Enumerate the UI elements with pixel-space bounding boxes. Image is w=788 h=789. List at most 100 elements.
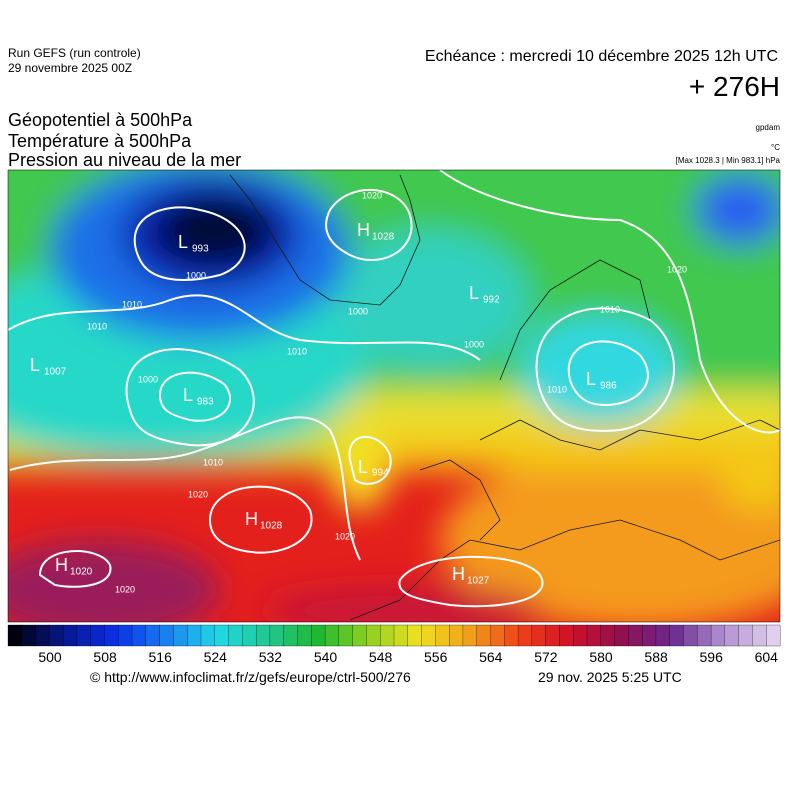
- colorbar-swatch: [545, 624, 560, 647]
- colorbar-swatch: [242, 624, 257, 647]
- title-line: Géopotentiel à 500hPa: [8, 110, 193, 130]
- center-value: 994: [372, 468, 389, 479]
- isobar-label: 1020: [115, 584, 135, 594]
- isobars: [8, 170, 780, 608]
- colorbar-swatch: [710, 624, 726, 647]
- colorbar-swatch: [269, 624, 285, 647]
- isobar-label: 1000: [464, 339, 484, 349]
- colorbar-swatch: [228, 624, 243, 647]
- colorbar-swatch: [531, 624, 547, 647]
- unit-label: gpdam: [756, 123, 781, 132]
- colorbar-swatch: [586, 624, 602, 647]
- valid-time: Echéance : mercredi 10 décembre 2025 12h…: [425, 48, 778, 65]
- colorbar-label: 564: [479, 649, 503, 665]
- colorbar-swatch: [324, 624, 340, 647]
- colorbar-labels: 500 508 516 524 532 540 548 556 564 572 580 588 596 6…: [38, 649, 778, 665]
- lead-time: + 276H: [689, 71, 780, 102]
- colorbar-swatch: [752, 624, 767, 647]
- coastlines: [229, 174, 780, 621]
- isobar-label: 1010: [87, 321, 107, 331]
- colorbar-swatch: [200, 624, 216, 647]
- center-value: 992: [483, 295, 500, 306]
- colorbar-swatch: [62, 624, 78, 647]
- colorbar-swatch: [421, 624, 436, 647]
- center-kind: H: [357, 220, 370, 240]
- colorbar-swatch: [435, 624, 450, 647]
- center-kind: H: [245, 509, 258, 529]
- isobar-label: 1010: [287, 346, 307, 356]
- colorbar-label: 580: [589, 649, 613, 665]
- colorbar-swatch: [283, 624, 298, 647]
- colorbar-swatch: [21, 624, 37, 647]
- colorbar-swatch: [490, 624, 505, 647]
- isobar-label: 1020: [188, 489, 208, 499]
- colorbar-swatch: [145, 624, 161, 647]
- center-kind: L: [586, 369, 596, 389]
- colorbar-label: 556: [424, 649, 448, 665]
- colorbar-swatch: [462, 624, 478, 647]
- colorbar-swatch: [766, 624, 781, 647]
- isobar-label: 1010: [203, 457, 223, 467]
- colorbar-label: 516: [149, 649, 173, 665]
- colorbar-swatch: [407, 624, 423, 647]
- isobar-label: 1010: [547, 384, 567, 394]
- colorbar-swatch: [297, 624, 312, 647]
- title-line: Température à 500hPa: [8, 131, 192, 151]
- map: 1020 1000 1010 1010 1000 1010 1000 1010 …: [8, 170, 780, 622]
- run-date: 29 novembre 2025 00Z: [8, 61, 132, 75]
- isobar-label: 1000: [138, 374, 158, 384]
- colorbar-swatch: [35, 624, 50, 647]
- center-value: 993: [192, 244, 209, 255]
- colorbar-swatch: [517, 624, 533, 647]
- colorbar-swatch: [393, 624, 409, 647]
- isobar-label: 1020: [335, 531, 355, 541]
- center-kind: H: [452, 564, 465, 584]
- colorbar-label: 524: [204, 649, 228, 665]
- colorbar-swatch: [187, 624, 202, 647]
- colorbar-swatch: [738, 624, 753, 647]
- colorbar-swatch: [448, 624, 464, 647]
- colorbar-swatch: [118, 624, 133, 647]
- colorbar-swatch: [628, 624, 643, 647]
- center-kind: L: [358, 457, 368, 477]
- colorbar-swatch: [338, 624, 354, 647]
- colorbar-label: 548: [369, 649, 393, 665]
- center-kind: L: [30, 355, 40, 375]
- isobar-label: 1000: [348, 306, 368, 316]
- colorbar-swatch: [669, 624, 684, 647]
- title-line: Pression au niveau de la mer: [8, 150, 241, 170]
- colorbar-swatch: [159, 624, 174, 647]
- center-value: 986: [600, 381, 617, 392]
- colorbar-swatch: [7, 624, 23, 647]
- colorbar-swatch: [104, 624, 119, 647]
- center-kind: L: [183, 385, 193, 405]
- center-value: 1020: [70, 567, 93, 578]
- colorbar-swatch: [49, 624, 64, 647]
- center-value: 1027: [467, 576, 490, 587]
- colorbar-swatch: [366, 624, 381, 647]
- colorbar-label: 596: [700, 649, 724, 665]
- isobar-label: 1000: [186, 270, 206, 280]
- colorbar: [7, 624, 781, 647]
- colorbar-swatch: [173, 624, 188, 647]
- isobar-label: 1010: [600, 304, 620, 314]
- colorbar-label: 500: [38, 649, 62, 665]
- colorbar-swatch: [504, 624, 519, 647]
- colorbar-swatch: [380, 624, 395, 647]
- colorbar-swatch: [352, 624, 367, 647]
- colorbar-swatch: [641, 624, 657, 647]
- center-value: 1028: [260, 521, 283, 532]
- unit-label: °C: [771, 143, 780, 152]
- colorbar-swatch: [131, 624, 147, 647]
- colorbar-swatch: [614, 624, 629, 647]
- colorbar-swatch: [600, 624, 616, 647]
- colorbar-swatch: [724, 624, 740, 647]
- colorbar-swatch: [559, 624, 574, 647]
- colorbar-label: 572: [534, 649, 558, 665]
- colorbar-swatch: [476, 624, 491, 647]
- colorbar-swatch: [573, 624, 588, 647]
- colorbar-label: 508: [93, 649, 117, 665]
- center-kind: L: [178, 232, 188, 252]
- isobar-label: 1020: [667, 264, 687, 274]
